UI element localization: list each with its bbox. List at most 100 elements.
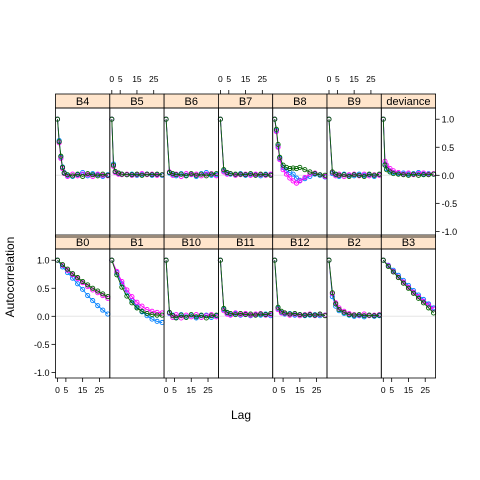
panel-frame-deviance [380,107,436,238]
y-tick-label: -0.5 [442,199,458,209]
acf-point-B0-chain-1 [90,298,96,304]
x-tick-label: 0 [381,385,386,395]
x-tick-label: 5 [389,385,394,395]
acf-point-B2-chain-3 [356,312,362,318]
x-tick-label: 0 [109,74,114,84]
acf-point-B8-chain-2 [283,171,289,177]
acf-point-B0-chain-3 [59,262,66,268]
acf-point-B8-chain-3 [297,164,303,171]
acf-point-B4-chain-3 [85,171,91,177]
acf-line-B9-chain-1 [328,119,380,177]
acf-point-B6-chain-3 [198,171,204,177]
acf-point-B12-chain-3 [282,310,288,316]
strip-label-B6: B6 [185,96,198,108]
acf-point-B8-chain-3 [293,166,300,172]
panel-B12: B12 [272,234,328,379]
acf-point-B8-chain-2 [290,178,296,184]
acf-point-B9-chain-3 [351,172,357,178]
y-tick-label: 1.0 [442,115,455,125]
acf-point-B1-chain-3 [149,312,155,318]
acf-point-B6-chain-3 [193,172,199,178]
acf-point-B6-chain-3 [166,169,173,176]
acf-point-deviance-chain-3 [382,162,388,168]
acf-point-B1-chain-2 [139,303,145,309]
acf-point-B4-chain-3 [95,173,101,179]
acf-point-B8-chain-3 [307,169,313,175]
acf-point-B11-chain-3 [227,310,234,317]
acf-point-B2-chain-3 [346,312,352,318]
acf-point-B8-chain-2 [287,175,293,181]
acf-point-B3-chain-3 [420,300,427,306]
acf-point-B0-chain-3 [75,275,81,281]
acf-point-B3-chain-3 [426,305,432,311]
strip-label-B2: B2 [347,237,360,249]
x-tick-label: 5 [172,385,177,395]
acf-point-B1-chain-3 [144,310,150,317]
acf-point-B4-chain-3 [90,172,96,178]
acf-point-B10-chain-3 [166,309,173,315]
strip-label-B0: B0 [76,237,89,249]
acf-point-B8-chain-3 [302,167,308,173]
panel-B2: B2 [326,234,382,379]
acf-point-B0-chain-1 [80,286,86,292]
y-tick-label: -1.0 [34,368,50,378]
y-tick-label: 1.0 [37,256,50,266]
acf-point-B11-chain-3 [237,310,244,317]
acf-line-B5-chain-2 [111,119,163,176]
acf-point-B12-chain-3 [275,304,281,310]
panel-deviance: deviance [380,93,437,238]
y-tick-label: 0.5 [442,143,455,153]
acf-point-B1-chain-2 [129,294,135,300]
acf-line-B10-chain-3 [165,260,217,319]
acf-point-B1-chain-3 [154,312,160,318]
strip-label-B9: B9 [347,96,360,108]
acf-line-B5-chain-1 [111,119,163,176]
acf-point-B6-chain-3 [203,173,209,179]
x-tick-label: 5 [335,74,340,84]
acf-point-B3-chain-3 [385,263,391,269]
acf-line-B6-chain-2 [165,119,217,177]
acf-point-B4-chain-3 [65,172,71,178]
acf-line-B6-chain-3 [165,119,217,177]
acf-line-B12-chain-2 [274,260,326,317]
acf-point-B4-chain-3 [58,153,64,159]
panel-B9: B9 [326,93,382,238]
acf-point-deviance-chain-3 [426,172,432,178]
y-tick-label: -0.5 [34,340,50,350]
panel-B10: B10 [163,234,219,379]
y-axis-label: Autocorrelation [3,237,17,318]
acf-point-B7-chain-3 [232,171,239,177]
strip-label-B12: B12 [290,237,310,249]
strip-label-B1: B1 [130,237,143,249]
acf-point-B6-chain-3 [208,171,214,177]
acf-point-B10-chain-3 [170,313,176,319]
acf-point-deviance-chain-3 [400,172,406,178]
x-tick-label: 15 [349,74,359,84]
acf-point-B6-chain-3 [183,173,189,179]
x-tick-label: 15 [132,74,142,84]
acf-line-B1-chain-1 [111,260,163,323]
x-tick-label: 0 [327,74,332,84]
acf-point-B9-chain-3 [336,172,342,178]
x-tick-label: 15 [241,74,251,84]
acf-point-B1-chain-3 [114,272,120,278]
acf-point-B10-chain-2 [173,312,179,318]
acf-point-B8-chain-3 [280,162,286,168]
strip-label-B4: B4 [76,96,89,108]
y-tick-label: 0.5 [37,284,50,294]
acf-point-B8-chain-3 [275,141,281,148]
acf-point-B8-chain-3 [317,172,323,178]
x-tick-label: 0 [218,74,223,84]
acf-point-B2-chain-3 [329,290,335,296]
acf-point-deviance-chain-3 [405,172,412,178]
acf-point-B11-chain-3 [221,305,227,312]
acf-point-B2-chain-3 [361,313,367,319]
strip-label-B8: B8 [293,96,306,108]
acf-point-B2-chain-3 [336,307,342,313]
acf-point-B0-chain-1 [100,307,106,313]
acf-point-B3-chain-3 [390,269,396,275]
acf-line-B6-chain-1 [165,119,217,177]
acf-point-B11-chain-3 [263,312,269,318]
strip-label-B3: B3 [402,237,415,249]
acf-line-B12-chain-3 [274,260,326,317]
